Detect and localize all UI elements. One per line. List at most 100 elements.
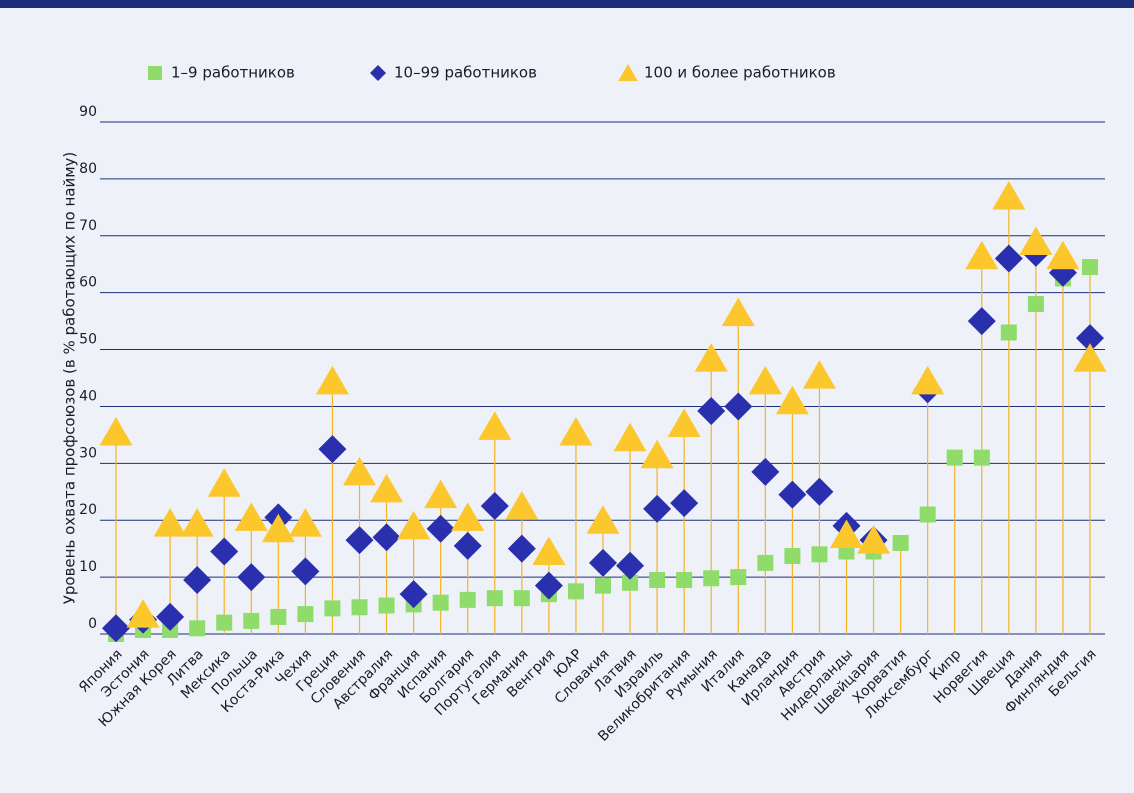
square-point	[513, 590, 530, 607]
legend-swatch	[148, 66, 162, 80]
diamond-point	[751, 457, 780, 486]
triangle-point	[830, 519, 863, 548]
diamond-point	[291, 557, 320, 586]
triangle-point	[613, 422, 647, 452]
square-point	[703, 570, 720, 587]
y-tick-label: 20	[79, 502, 97, 518]
square-point	[216, 614, 233, 631]
triangle-point	[261, 513, 295, 543]
triangle-point	[234, 502, 268, 531]
square-point	[324, 600, 341, 617]
triangle-point	[992, 180, 1026, 210]
square-point	[622, 574, 639, 591]
diamond-point	[426, 514, 455, 543]
square-point	[919, 506, 936, 523]
diamond-point	[345, 526, 374, 555]
square-point	[892, 534, 909, 551]
diamond-point	[480, 492, 509, 520]
triangle-point	[640, 439, 674, 469]
diamond-point	[967, 307, 996, 336]
square-point	[432, 594, 449, 611]
diamond-point	[589, 548, 617, 577]
triangle-point	[857, 525, 891, 554]
triangle-point	[559, 417, 593, 446]
diamond-point	[805, 477, 834, 506]
triangle-point	[99, 417, 133, 446]
diamond-point	[399, 580, 428, 609]
legend-label: 1–9 работников	[171, 64, 295, 82]
triangle-point	[153, 508, 187, 537]
diamond-point	[994, 244, 1023, 273]
diamond-point	[237, 563, 266, 592]
diamond-point	[534, 571, 563, 600]
triangle-point	[775, 385, 809, 415]
legend-label: 100 и более работников	[644, 64, 836, 82]
triangle-point	[667, 408, 701, 438]
triangle-point	[424, 479, 458, 509]
diamond-point	[102, 614, 130, 643]
triangle-point	[126, 599, 160, 628]
triangle-point	[1019, 226, 1053, 255]
triangle-point	[478, 411, 512, 440]
triangle-point	[1073, 343, 1107, 372]
triangle-point	[180, 508, 214, 537]
y-tick-label: 60	[79, 275, 97, 291]
square-point	[297, 606, 314, 623]
diamond-point	[670, 489, 699, 518]
triangle-point	[532, 536, 566, 566]
triangle-point	[505, 491, 539, 520]
square-point	[351, 599, 368, 616]
square-point	[676, 571, 693, 588]
triangle-point	[965, 240, 999, 270]
diamond-point	[318, 435, 347, 464]
triangle-point	[721, 297, 755, 327]
diamond-point	[183, 565, 212, 594]
square-point	[973, 449, 990, 466]
y-tick-label: 90	[79, 104, 97, 120]
y-tick-label: 50	[79, 332, 97, 348]
diamond-point	[453, 531, 482, 560]
triangle-point	[370, 473, 404, 503]
legend-label: 10–99 работников	[394, 64, 537, 82]
diamond-point	[507, 534, 536, 563]
y-tick-label: 80	[79, 161, 97, 177]
triangle-point	[451, 502, 485, 531]
diamond-point	[210, 537, 239, 566]
legend-swatch	[370, 65, 386, 81]
square-point	[1027, 296, 1044, 313]
y-axis-label: Уровень охвата профсоюзов (в % работающи…	[61, 152, 79, 605]
triangle-point	[343, 456, 376, 486]
square-point	[243, 612, 260, 629]
square-point	[567, 583, 584, 600]
triangle-point	[1046, 240, 1080, 270]
triangle-point	[207, 468, 241, 497]
square-point	[459, 591, 476, 608]
y-tick-label: 70	[79, 218, 97, 234]
square-point	[946, 449, 963, 466]
diamond-point	[156, 602, 185, 631]
legend-swatch	[618, 64, 638, 82]
triangle-point	[288, 508, 322, 537]
diamond-point	[1076, 324, 1104, 353]
square-point	[649, 571, 666, 588]
square-point	[486, 590, 503, 607]
y-tick-label: 40	[79, 388, 97, 404]
diamond-point	[616, 551, 645, 580]
diamond-point	[697, 396, 726, 425]
square-point	[1000, 324, 1017, 341]
triangle-point	[911, 365, 945, 395]
square-point	[757, 554, 774, 571]
diamond-point	[372, 523, 401, 552]
square-point	[811, 546, 828, 563]
triangle-point	[315, 365, 349, 395]
square-point	[730, 569, 747, 586]
y-tick-label: 30	[79, 445, 97, 461]
square-point	[189, 620, 206, 637]
square-point	[378, 597, 395, 614]
square-point	[1082, 259, 1098, 276]
top-band	[0, 0, 1134, 8]
diamond-point	[643, 494, 672, 523]
square-point	[784, 548, 801, 565]
